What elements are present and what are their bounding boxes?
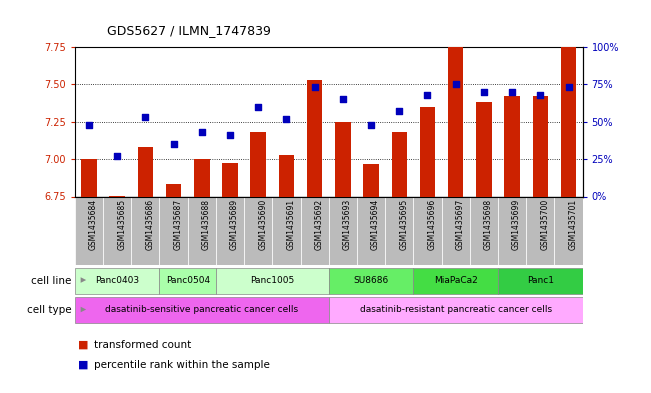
- Text: GSM1435685: GSM1435685: [117, 198, 126, 250]
- Bar: [561, 28, 576, 196]
- Bar: [470, 196, 498, 265]
- Bar: [159, 196, 187, 265]
- Bar: [329, 196, 357, 265]
- Bar: [420, 107, 436, 196]
- Text: GSM1435701: GSM1435701: [568, 198, 577, 250]
- Point: [169, 141, 179, 147]
- Bar: [363, 163, 379, 196]
- Bar: [137, 147, 153, 196]
- Point: [478, 89, 489, 95]
- Point: [140, 114, 150, 121]
- Text: GSM1435686: GSM1435686: [145, 198, 154, 250]
- Point: [563, 84, 574, 91]
- Bar: [75, 196, 103, 265]
- Text: MiaPaCa2: MiaPaCa2: [434, 275, 478, 285]
- Text: GSM1435693: GSM1435693: [343, 198, 352, 250]
- Bar: [413, 196, 441, 265]
- Bar: [505, 96, 520, 196]
- Text: GSM1435698: GSM1435698: [484, 198, 493, 250]
- Point: [84, 122, 94, 128]
- Text: GSM1435691: GSM1435691: [286, 198, 296, 250]
- Bar: [251, 132, 266, 196]
- Point: [281, 116, 292, 122]
- Point: [535, 92, 546, 98]
- Text: Panc1: Panc1: [527, 275, 554, 285]
- Point: [225, 132, 235, 138]
- Text: GSM1435700: GSM1435700: [540, 198, 549, 250]
- Bar: [335, 122, 351, 196]
- Bar: [81, 159, 97, 196]
- Point: [197, 129, 207, 136]
- Text: dasatinib-resistant pancreatic cancer cells: dasatinib-resistant pancreatic cancer ce…: [359, 305, 552, 314]
- Bar: [307, 80, 322, 196]
- Bar: [413, 268, 498, 294]
- Text: GSM1435684: GSM1435684: [89, 198, 98, 250]
- Text: cell type: cell type: [27, 305, 72, 315]
- Bar: [222, 163, 238, 196]
- Bar: [216, 268, 329, 294]
- Bar: [272, 196, 301, 265]
- Text: ■: ■: [78, 360, 89, 369]
- Bar: [329, 268, 413, 294]
- Bar: [329, 297, 583, 323]
- Text: SU8686: SU8686: [353, 275, 389, 285]
- Bar: [132, 196, 159, 265]
- Bar: [476, 103, 492, 196]
- Bar: [448, 37, 464, 197]
- Bar: [441, 196, 470, 265]
- Bar: [216, 196, 244, 265]
- Bar: [555, 196, 583, 265]
- Bar: [498, 268, 583, 294]
- Text: dasatinib-sensitive pancreatic cancer cells: dasatinib-sensitive pancreatic cancer ce…: [105, 305, 298, 314]
- Bar: [526, 196, 555, 265]
- Text: Panc1005: Panc1005: [250, 275, 294, 285]
- Text: GSM1435688: GSM1435688: [202, 198, 211, 250]
- Text: GSM1435699: GSM1435699: [512, 198, 521, 250]
- Point: [507, 89, 518, 95]
- Text: transformed count: transformed count: [94, 340, 191, 350]
- Point: [112, 153, 122, 159]
- Text: GSM1435692: GSM1435692: [314, 198, 324, 250]
- Text: cell line: cell line: [31, 275, 72, 286]
- Text: GSM1435687: GSM1435687: [174, 198, 182, 250]
- Bar: [166, 184, 182, 196]
- Bar: [385, 196, 413, 265]
- Bar: [103, 196, 132, 265]
- Bar: [357, 196, 385, 265]
- Point: [309, 84, 320, 91]
- Bar: [244, 196, 272, 265]
- Bar: [75, 268, 159, 294]
- Point: [394, 108, 404, 114]
- Text: ■: ■: [78, 340, 89, 350]
- Bar: [159, 268, 216, 294]
- Bar: [75, 297, 329, 323]
- Point: [338, 96, 348, 103]
- Point: [253, 104, 264, 110]
- Text: GSM1435697: GSM1435697: [456, 198, 465, 250]
- Text: GSM1435690: GSM1435690: [258, 198, 267, 250]
- Point: [450, 81, 461, 88]
- Bar: [279, 155, 294, 196]
- Bar: [187, 196, 216, 265]
- Bar: [301, 196, 329, 265]
- Text: GSM1435696: GSM1435696: [428, 198, 436, 250]
- Text: percentile rank within the sample: percentile rank within the sample: [94, 360, 270, 369]
- Bar: [194, 159, 210, 196]
- Point: [422, 92, 433, 98]
- Point: [366, 122, 376, 128]
- Bar: [533, 96, 548, 196]
- Text: Panc0504: Panc0504: [165, 275, 210, 285]
- Text: GSM1435694: GSM1435694: [371, 198, 380, 250]
- Text: Panc0403: Panc0403: [95, 275, 139, 285]
- Bar: [391, 132, 407, 196]
- Bar: [498, 196, 526, 265]
- Text: GSM1435695: GSM1435695: [399, 198, 408, 250]
- Text: GSM1435689: GSM1435689: [230, 198, 239, 250]
- Text: GDS5627 / ILMN_1747839: GDS5627 / ILMN_1747839: [107, 24, 271, 37]
